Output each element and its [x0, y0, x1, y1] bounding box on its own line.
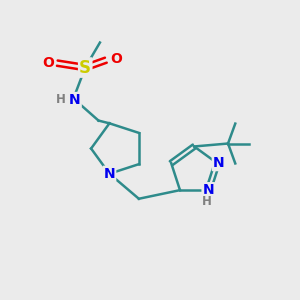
Text: H: H	[202, 195, 212, 208]
Text: O: O	[110, 52, 122, 66]
Text: H: H	[56, 93, 66, 106]
Text: O: O	[43, 56, 54, 70]
Text: N: N	[103, 167, 115, 181]
Text: N: N	[213, 156, 224, 170]
Text: N: N	[202, 183, 214, 197]
Text: N: N	[69, 93, 81, 107]
Text: S: S	[79, 58, 91, 76]
